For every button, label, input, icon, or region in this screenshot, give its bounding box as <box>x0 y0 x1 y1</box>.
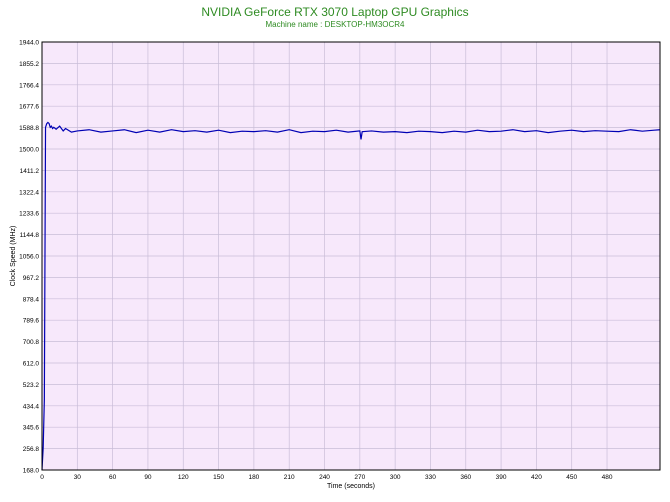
x-tick-label: 30 <box>74 474 82 481</box>
y-tick-label: 1056.0 <box>19 254 39 261</box>
x-tick-label: 240 <box>319 474 330 481</box>
y-tick-label: 1233.6 <box>19 211 39 218</box>
y-tick-label: 1144.8 <box>20 232 40 239</box>
x-tick-label: 330 <box>425 474 436 481</box>
x-tick-label: 120 <box>178 474 189 481</box>
x-tick-label: 0 <box>40 474 44 481</box>
y-tick-label: 1322.4 <box>19 189 39 196</box>
y-tick-labels: 168.0 256.8 345.6 434.4 523.2 612.0 700.8 789.6… <box>19 40 39 475</box>
chart-title: NVIDIA GeForce RTX 3070 Laptop GPU Graph… <box>201 5 469 19</box>
x-tick-label: 60 <box>109 474 117 481</box>
y-tick-label: 700.8 <box>23 339 40 346</box>
chart-subtitle: Machine name : DESKTOP-HM3OCR4 <box>265 20 405 29</box>
y-tick-label: 967.2 <box>23 275 40 282</box>
x-tick-label: 390 <box>496 474 507 481</box>
y-tick-label: 1677.6 <box>19 104 39 111</box>
y-tick-label: 1411.2 <box>20 168 40 175</box>
series-line <box>41 121 661 471</box>
x-tick-label: 450 <box>566 474 577 481</box>
y-tick-label: 345.6 <box>23 425 40 432</box>
y-tick-label: 1588.8 <box>19 125 39 132</box>
y-axis-label: Clock Speed (MHz) <box>10 226 17 287</box>
x-tick-label: 90 <box>144 474 152 481</box>
y-tick-label: 434.4 <box>23 403 40 410</box>
y-tick-label: 878.4 <box>23 296 40 303</box>
x-tick-label: 480 <box>602 474 613 481</box>
x-tick-label: 300 <box>390 474 401 481</box>
x-tick-label: 270 <box>354 474 365 481</box>
y-tick-label: 1944.0 <box>19 40 39 47</box>
x-tick-label: 420 <box>531 474 542 481</box>
y-tick-label: 168.0 <box>23 468 40 475</box>
x-tick-label: 210 <box>284 474 295 481</box>
x-tick-labels: 0 30 60 90 120 150 180 210 240 270 300 330 360 390 420… <box>40 474 613 481</box>
grid-lines <box>41 41 660 471</box>
y-tick-label: 523.2 <box>23 382 40 389</box>
y-tick-label: 1855.2 <box>19 61 39 68</box>
x-tick-label: 360 <box>460 474 471 481</box>
y-tick-label: 256.8 <box>23 446 40 453</box>
x-tick-label: 150 <box>213 474 224 481</box>
y-tick-label: 1500.0 <box>19 147 39 154</box>
plot-border <box>41 41 661 471</box>
y-tick-label: 1766.4 <box>19 82 39 89</box>
x-tick-label: 180 <box>248 474 259 481</box>
x-axis-label: Time (seconds) <box>327 483 375 490</box>
y-tick-label: 789.6 <box>23 318 40 325</box>
y-tick-label: 612.0 <box>23 361 40 368</box>
